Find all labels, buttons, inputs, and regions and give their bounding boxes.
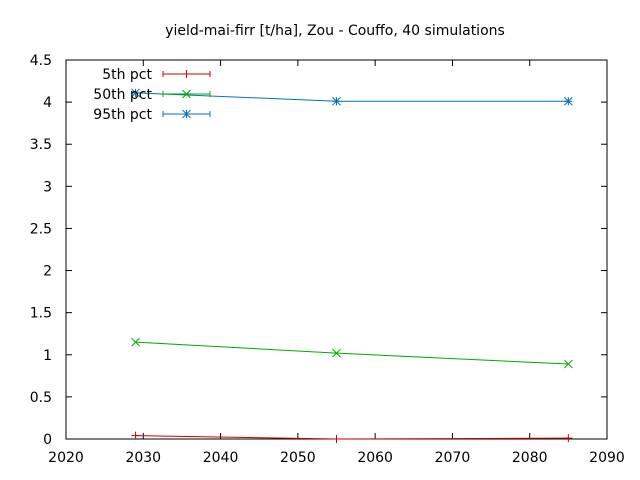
data-point <box>332 435 341 443</box>
data-point <box>131 337 140 347</box>
data-point <box>332 348 341 358</box>
data-point-stroke <box>564 359 573 369</box>
y-tick-label: 2 <box>43 264 52 280</box>
y-tick-label: 3 <box>43 179 52 195</box>
x-tick-label: 2070 <box>435 450 471 466</box>
data-point-stroke <box>564 96 573 106</box>
x-tick-label: 2060 <box>357 450 393 466</box>
legend: 5th pct 50th pct 95th pct <box>93 67 211 123</box>
x-tick-label: 2080 <box>512 450 548 466</box>
data-point <box>332 96 341 106</box>
data-point <box>564 359 573 369</box>
data-point <box>564 434 573 443</box>
x-tick-label: 2040 <box>203 450 239 466</box>
y-tick-label: 0.5 <box>30 390 52 406</box>
y-tick-label: 3.5 <box>30 137 52 153</box>
x-axis: 2020 2030 2040 2050 2060 2070 2080 2090 <box>48 60 625 466</box>
y-tick-label: 4 <box>43 95 52 111</box>
y-tick-label: 0 <box>43 432 52 448</box>
legend-marker <box>182 70 191 78</box>
y-tick-label: 1.5 <box>30 306 52 322</box>
series-line <box>135 435 569 440</box>
series-layer <box>131 88 573 443</box>
data-point-stroke <box>131 88 140 98</box>
series-1 <box>131 337 573 369</box>
chart-title: yield-mai-firr [t/ha], Zou - Couffo, 40 … <box>165 23 505 39</box>
data-point <box>564 96 573 106</box>
data-point <box>131 431 140 440</box>
data-point <box>131 88 140 98</box>
data-point-stroke <box>332 348 341 358</box>
legend-marker-stroke <box>182 89 191 99</box>
series-0 <box>131 431 573 443</box>
y-tick-label: 4.5 <box>30 53 52 69</box>
x-tick-label: 2050 <box>280 450 316 466</box>
x-tick-label: 2030 <box>125 450 161 466</box>
x-tick-label: 2020 <box>48 450 84 466</box>
y-tick-label: 2.5 <box>30 221 52 237</box>
x-tick-label: 2090 <box>589 450 625 466</box>
legend-label: 95th pct <box>93 107 152 123</box>
series-line <box>135 341 569 365</box>
legend-marker <box>182 109 191 119</box>
legend-label: 50th pct <box>93 87 152 103</box>
data-point-stroke <box>131 337 140 347</box>
legend-label: 5th pct <box>102 67 152 83</box>
legend-marker-stroke <box>182 109 191 119</box>
y-tick-label: 1 <box>43 348 52 364</box>
series-2 <box>131 88 573 106</box>
y-axis: 0 0.5 1 1.5 2 2.5 3 3.5 4 4.5 <box>30 53 607 448</box>
data-point-stroke <box>332 96 341 106</box>
legend-marker <box>182 89 191 99</box>
